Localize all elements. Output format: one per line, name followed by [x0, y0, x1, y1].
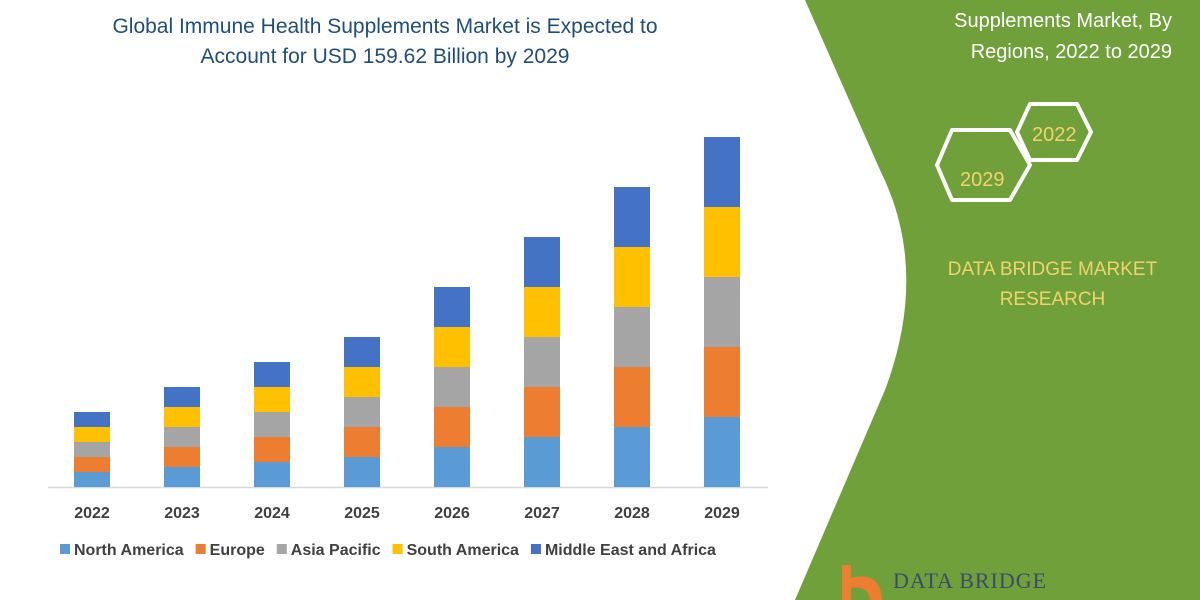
- bar-segment-north-america-2027: [524, 437, 560, 487]
- x-tick-label: 2022: [74, 505, 110, 522]
- x-tick-label: 2029: [704, 505, 740, 522]
- title-line-2: Account for USD 159.62 Billion by 2029: [200, 45, 570, 68]
- bar-segment-asia-pacific-2028: [614, 307, 650, 367]
- hexagon-2022-shape: [1015, 102, 1093, 162]
- bar-segment-asia-pacific-2022: [74, 442, 110, 457]
- bar-segment-north-america-2022: [74, 472, 110, 487]
- stacked-bar-chart: 2022 2023 2024 2025 2026 2027 2028 2029 North Am…: [48, 137, 768, 559]
- legend-label: Asia Pacific: [291, 542, 381, 559]
- bar-segment-asia-pacific-2029: [704, 277, 740, 347]
- bar-segment-south-america-2029: [704, 207, 740, 277]
- legend-swatch: [530, 544, 541, 554]
- legend-swatch: [276, 544, 287, 554]
- legend-label: Europe: [210, 542, 265, 559]
- x-tick-label: 2027: [524, 505, 560, 522]
- x-tick-label: 2028: [614, 505, 650, 522]
- logo-text: DATA BRIDGE: [893, 568, 1048, 593]
- legend-label: South America: [407, 542, 519, 559]
- hexagon-2029: 2029: [960, 169, 1005, 191]
- bar-segment-asia-pacific-2025: [344, 397, 380, 427]
- chart-title: Global Immune Health Supplements Market …: [60, 12, 710, 72]
- legend-label: Middle East and Africa: [545, 542, 716, 559]
- legend-swatch: [392, 544, 403, 554]
- bar-segment-north-america-2029: [704, 417, 740, 487]
- bar-segment-asia-pacific-2027: [524, 337, 560, 387]
- bar-segment-europe-2024: [254, 437, 290, 462]
- bar-segment-europe-2028: [614, 367, 650, 427]
- bar-segment-north-america-2023: [164, 467, 200, 487]
- bar-segment-asia-pacific-2023: [164, 427, 200, 447]
- bar-segment-south-america-2026: [434, 327, 470, 367]
- legend-swatch: [195, 544, 206, 554]
- bar-segment-europe-2029: [704, 347, 740, 417]
- bar-segment-asia-pacific-2024: [254, 412, 290, 437]
- x-tick-label: 2024: [254, 505, 290, 522]
- bar-segment-europe-2023: [164, 447, 200, 467]
- bar-segment-europe-2022: [74, 457, 110, 472]
- bar-segment-north-america-2025: [344, 457, 380, 487]
- bar-segment-north-america-2026: [434, 447, 470, 487]
- bar-segment-middle-east-and-africa-2028: [614, 187, 650, 247]
- hexagon-2022: 2022: [1032, 124, 1077, 146]
- bar-segment-middle-east-and-africa-2027: [524, 237, 560, 287]
- bar-segment-middle-east-and-africa-2024: [254, 362, 290, 387]
- x-tick-label: 2026: [434, 505, 470, 522]
- x-tick-label: 2025: [344, 505, 380, 522]
- side-title-line-1: Supplements Market, By: [954, 10, 1172, 32]
- hexagon-2029-shape: [935, 128, 1032, 202]
- bar-segment-asia-pacific-2026: [434, 367, 470, 407]
- brand-line-2: RESEARCH: [999, 289, 1106, 310]
- bar-segment-middle-east-and-africa-2026: [434, 287, 470, 327]
- bar-segment-middle-east-and-africa-2029: [704, 137, 740, 207]
- bar-segment-north-america-2028: [614, 427, 650, 487]
- bar-segment-middle-east-and-africa-2022: [74, 412, 110, 427]
- side-title-line-2: Regions, 2022 to 2029: [970, 41, 1172, 63]
- brand-text: DATA BRIDGE MARKET RESEARCH: [925, 255, 1180, 315]
- bar-segment-south-america-2023: [164, 407, 200, 427]
- bar-segment-europe-2027: [524, 387, 560, 437]
- bar-segment-europe-2026: [434, 407, 470, 447]
- bar-segment-south-america-2024: [254, 387, 290, 412]
- bar-segment-south-america-2025: [344, 367, 380, 397]
- legend-swatch: [60, 544, 70, 554]
- bar-segment-south-america-2022: [74, 427, 110, 442]
- bar-segment-middle-east-and-africa-2025: [344, 337, 380, 367]
- legend-label: North America: [74, 542, 184, 559]
- green-panel: [795, 0, 1200, 600]
- bar-segment-north-america-2024: [254, 462, 290, 487]
- bar-segment-south-america-2028: [614, 247, 650, 307]
- bar-segment-middle-east-and-africa-2023: [164, 387, 200, 407]
- x-tick-label: 2023: [164, 505, 200, 522]
- brand-line-1: DATA BRIDGE MARKET: [947, 259, 1158, 280]
- logo-icon: [842, 565, 882, 600]
- bar-segment-europe-2025: [344, 427, 380, 457]
- title-line-1: Global Immune Health Supplements Market …: [112, 15, 658, 38]
- side-title: Supplements Market, By Regions, 2022 to …: [954, 6, 1172, 68]
- bar-segment-south-america-2027: [524, 287, 560, 337]
